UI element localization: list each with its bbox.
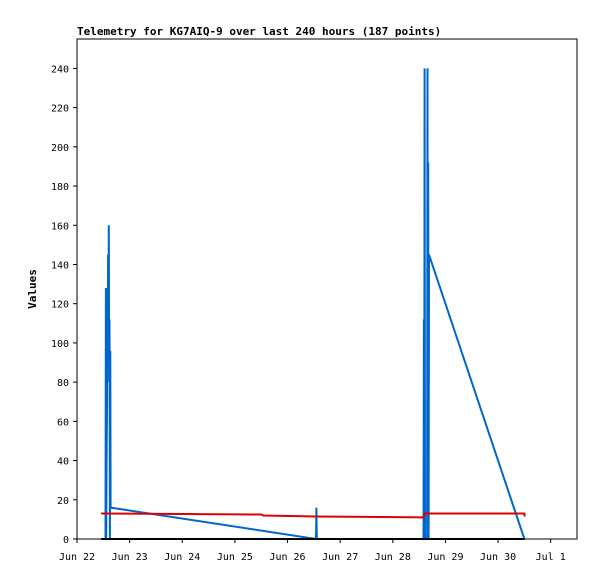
y-tick-label: 40 (57, 457, 69, 468)
series-line-1 (104, 68, 526, 541)
x-tick-label: Jun 23 (112, 552, 148, 563)
y-tick-label: 80 (57, 378, 69, 389)
y-axis: 0 20 40 60 80 100 120 140 160 180 200 220 240 (51, 64, 77, 546)
x-tick-label: Jun 24 (164, 552, 200, 563)
x-tick-label: Jul 1 (536, 552, 566, 563)
x-axis: Jun 22 Jun 23 Jun 24 Jun 25 Jun 26 Jun 27 Jun … (59, 539, 566, 563)
y-tick-label: 140 (51, 260, 69, 271)
x-tick-label: Jun 25 (217, 552, 253, 563)
series-layer (101, 68, 526, 541)
y-axis-label: Values (26, 269, 39, 309)
y-tick-label: 60 (57, 417, 69, 428)
chart-title: Telemetry for KG7AIQ-9 over last 240 hou… (77, 25, 441, 38)
y-tick-label: 200 (51, 143, 69, 154)
y-tick-label: 0 (63, 535, 69, 546)
x-tick-label: Jun 26 (269, 552, 305, 563)
y-tick-label: 220 (51, 104, 69, 115)
x-tick-label: Jun 22 (59, 552, 95, 563)
y-tick-label: 20 (57, 496, 69, 507)
x-tick-label: Jun 27 (322, 552, 358, 563)
series-line-2 (101, 512, 526, 519)
y-tick-label: 180 (51, 182, 69, 193)
y-tick-label: 160 (51, 221, 69, 232)
x-tick-label: Jun 29 (427, 552, 463, 563)
x-tick-label: Jun 30 (480, 552, 516, 563)
y-tick-label: 240 (51, 64, 69, 75)
y-tick-label: 100 (51, 339, 69, 350)
plot-frame (76, 38, 578, 540)
y-tick-label: 120 (51, 300, 69, 311)
x-tick-label: Jun 28 (375, 552, 411, 563)
